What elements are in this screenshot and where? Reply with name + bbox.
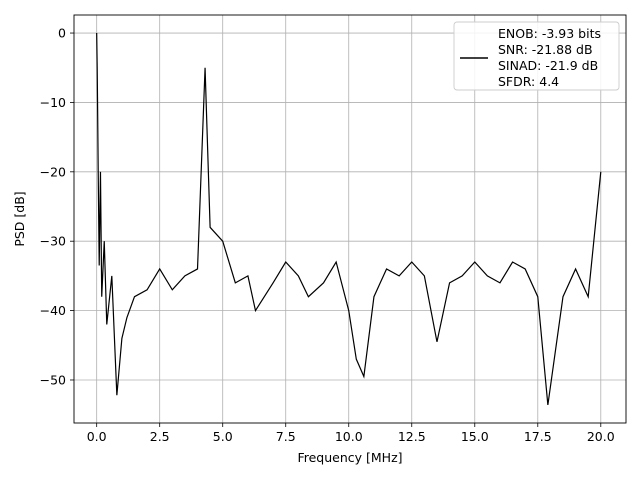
x-tick-label: 20.0	[587, 429, 615, 444]
x-tick-label: 5.0	[213, 429, 233, 444]
y-axis-label: PSD [dB]	[12, 191, 27, 246]
x-tick-label: 17.5	[524, 429, 552, 444]
x-tick-label: 15.0	[461, 429, 489, 444]
x-tick-label: 10.0	[335, 429, 363, 444]
psd-trace	[96, 33, 602, 406]
plot-frame	[73, 14, 627, 424]
grid-lines	[74, 15, 626, 423]
y-tick-label: −30	[40, 234, 66, 249]
y-tick-label: 0	[58, 26, 66, 41]
x-tick-label: 0.0	[87, 429, 107, 444]
psd-series-line	[96, 33, 602, 406]
legend-sinad: SINAD: -21.9 dB	[498, 58, 598, 73]
axis-ticks: 0.0 2.5 5.0 7.5 10.0 12.5 15.0 17.5 20.0 0 −10 −20 −…	[40, 26, 615, 444]
x-tick-label: 12.5	[398, 429, 426, 444]
legend-sfdr: SFDR: 4.4	[498, 74, 559, 89]
legend-box	[453, 21, 620, 91]
legend-snr: SNR: -21.88 dB	[498, 42, 593, 57]
legend-enob: ENOB: -3.93 bits	[498, 26, 601, 41]
y-tick-label: −40	[40, 303, 66, 318]
y-tick-label: −10	[40, 95, 66, 110]
y-tick-label: −20	[40, 164, 66, 179]
x-tick-label: 7.5	[276, 429, 296, 444]
y-tick-label: −50	[40, 372, 66, 387]
x-axis-label: Frequency [MHz]	[297, 450, 402, 465]
legend: ENOB: -3.93 bits SNR: -21.88 dB SINAD: -…	[453, 21, 620, 91]
x-tick-label: 2.5	[150, 429, 170, 444]
